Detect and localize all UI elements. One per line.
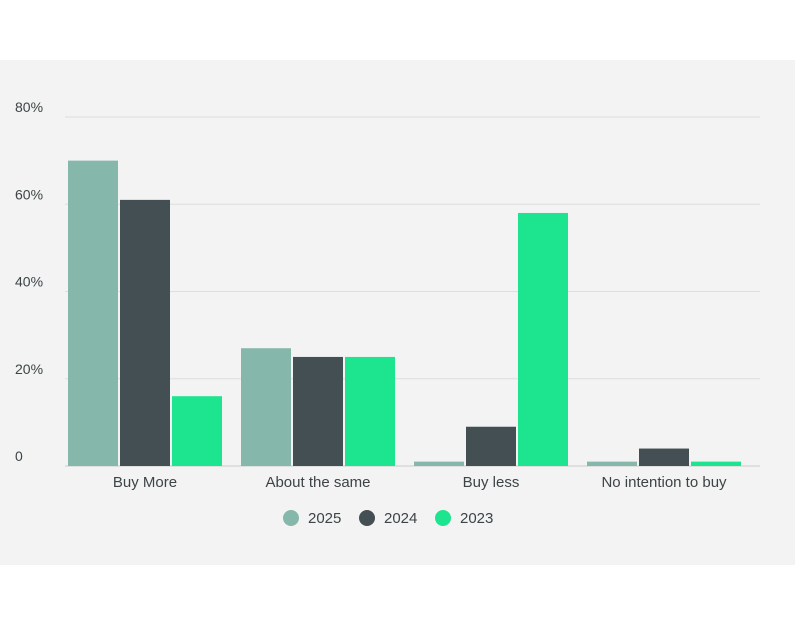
legend-label: 2024 — [384, 510, 417, 527]
bar-2023-3 — [691, 461, 741, 466]
bar-2024-3 — [639, 448, 689, 466]
bar-2023-1 — [345, 356, 395, 466]
x-tick-label: Buy More — [113, 474, 177, 491]
legend-swatch — [283, 510, 299, 526]
bars — [68, 160, 741, 466]
bar-2025-1 — [241, 348, 291, 466]
bar-2023-0 — [172, 396, 222, 466]
x-axis-ticks: Buy More About the same Buy less No intenti… — [113, 474, 727, 491]
legend-label: 2025 — [308, 510, 341, 527]
y-tick-label: 80% — [15, 99, 43, 115]
legend-swatch — [435, 510, 451, 526]
legend: 2025 2024 2023 — [283, 510, 493, 527]
x-tick-label: No intention to buy — [601, 474, 727, 491]
bar-2025-2 — [414, 461, 464, 466]
y-tick-label: 20% — [15, 361, 43, 377]
x-tick-label: Buy less — [463, 474, 520, 491]
legend-swatch — [359, 510, 375, 526]
y-tick-label: 60% — [15, 186, 43, 202]
y-tick-label: 40% — [15, 274, 43, 290]
y-axis-ticks: 0 20% 40% 60% 80% — [15, 99, 43, 464]
bar-2023-2 — [518, 212, 568, 466]
bar-2024-2 — [466, 426, 516, 466]
x-tick-label: About the same — [265, 474, 370, 491]
bar-2025-3 — [587, 461, 637, 466]
bar-2025-0 — [68, 160, 118, 466]
y-tick-label: 0 — [15, 448, 23, 464]
legend-label: 2023 — [460, 510, 493, 527]
bar-2024-1 — [293, 356, 343, 466]
bar-2024-0 — [120, 199, 170, 466]
